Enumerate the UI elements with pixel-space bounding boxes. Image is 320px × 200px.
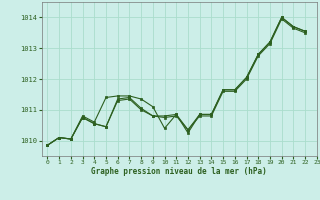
X-axis label: Graphe pression niveau de la mer (hPa): Graphe pression niveau de la mer (hPa) xyxy=(91,167,267,176)
